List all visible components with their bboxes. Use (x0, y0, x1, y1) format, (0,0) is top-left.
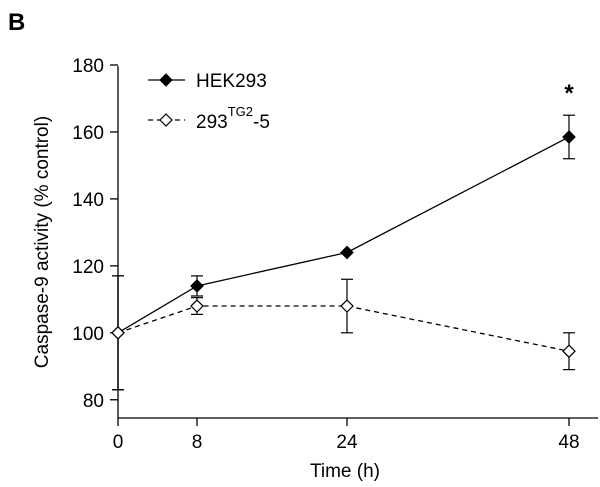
legend-item-293tg2-5: 293TG2-5 (148, 104, 270, 133)
x-tick-label: 0 (113, 432, 124, 453)
x-axis-ticks: 0 8 24 48 (113, 418, 580, 453)
significance-asterisk: * (564, 80, 574, 107)
series-line (117, 136, 570, 334)
series-layer: * (111, 80, 576, 391)
data-point-filled-diamond (340, 245, 354, 260)
x-tick-label: 24 (336, 432, 358, 453)
data-point-filled-diamond (562, 130, 576, 144)
data-point-open-diamond (111, 325, 125, 340)
legend: HEK293 293TG2-5 (148, 71, 270, 133)
data-point-open-diamond (190, 299, 204, 313)
series-1 (111, 275, 576, 391)
data-point-open-diamond (340, 299, 354, 313)
y-tick-label: 80 (83, 391, 104, 412)
y-tick-label: 120 (72, 257, 104, 278)
data-point-open-diamond (562, 344, 576, 359)
axes (117, 66, 598, 419)
legend-label-superscript: TG2 (228, 104, 253, 119)
y-axis-ticks: 80 100 120 140 160 180 (72, 56, 118, 412)
x-tick-label: 8 (192, 432, 203, 453)
data-point-filled-diamond (190, 279, 204, 293)
x-axis-title: Time (h) (310, 461, 380, 482)
legend-marker-filled-diamond (159, 73, 173, 87)
series-0 (111, 114, 576, 391)
series-line (117, 305, 570, 352)
legend-label-base: 293 (196, 112, 228, 133)
legend-label-hek293: HEK293 (196, 71, 267, 92)
y-axis-title: Caspase-9 activity (% control) (32, 116, 53, 368)
y-tick-label: 100 (72, 324, 104, 345)
legend-label-suffix: -5 (253, 112, 270, 133)
legend-marker-open-diamond (159, 113, 173, 127)
y-tick-label: 180 (72, 56, 104, 77)
legend-label-293tg2-5: 293TG2-5 (196, 104, 270, 133)
x-tick-label: 48 (558, 432, 579, 453)
y-tick-label: 140 (72, 190, 104, 211)
panel-label: B (8, 9, 25, 36)
legend-item-hek293: HEK293 (148, 71, 267, 92)
y-tick-label: 160 (72, 123, 104, 144)
